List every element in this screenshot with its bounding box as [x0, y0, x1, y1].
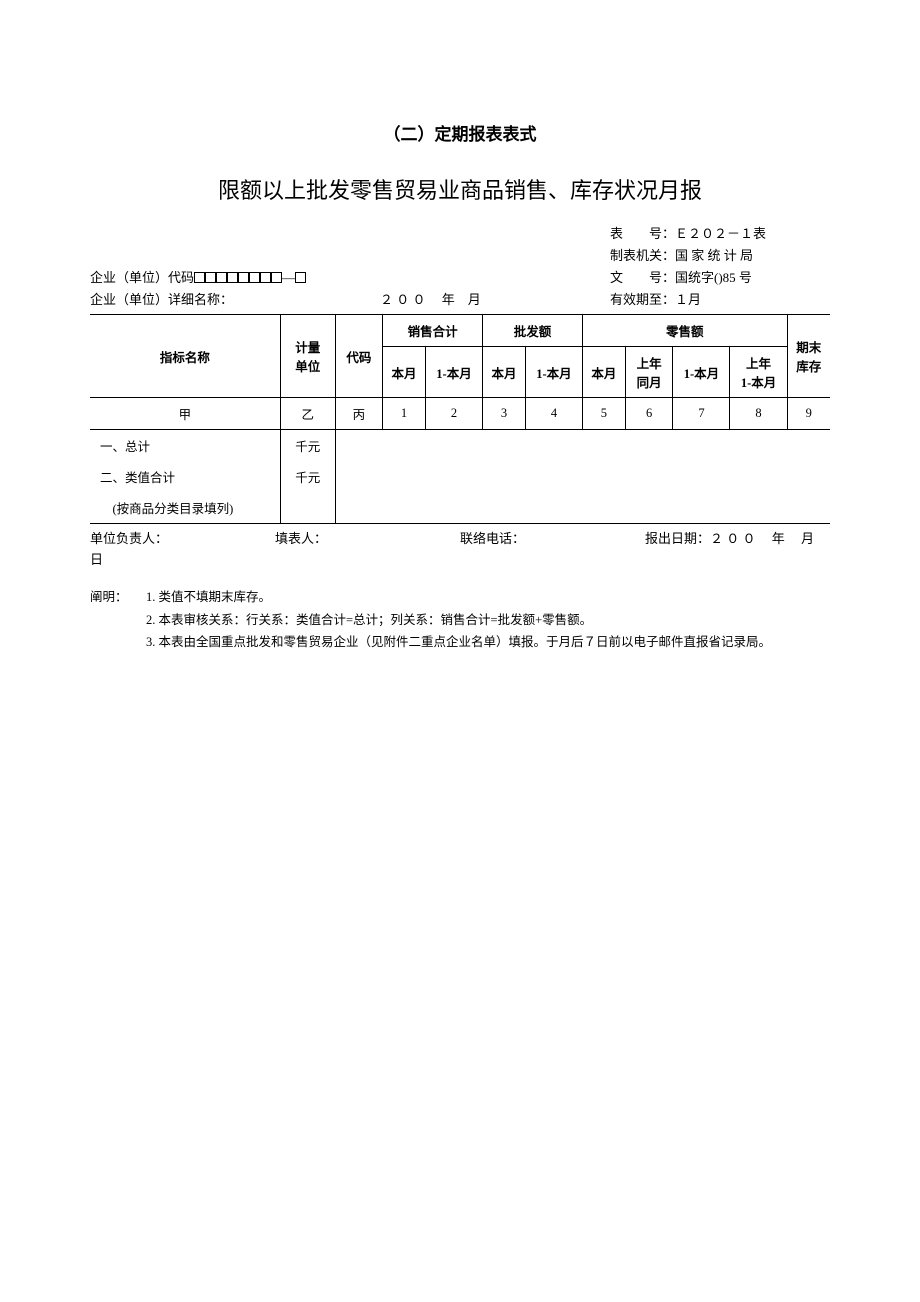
col-unit: 计量 单位 — [280, 315, 335, 398]
col-num: 1 — [383, 398, 426, 430]
subcol-jan-to-month: 1-本月 — [525, 347, 582, 398]
code-box — [295, 272, 306, 283]
row-name: (按商品分类目录填列) — [90, 492, 280, 524]
code-box — [194, 272, 205, 283]
subcol-this-month: 本月 — [483, 347, 526, 398]
table-no: Ｅ２０２－１表 — [675, 226, 766, 241]
label-bing: 丙 — [335, 398, 383, 430]
footer-phone: 联络电话： — [460, 528, 645, 547]
subcol-jan-to-month: 1-本月 — [673, 347, 730, 398]
col-wholesale: 批发额 — [483, 315, 583, 347]
main-title: 限额以上批发零售贸易业商品销售、库存状况月报 — [90, 173, 830, 205]
col-end-stock: 期末 库存 — [787, 315, 830, 398]
col-sales-total: 销售合计 — [383, 315, 483, 347]
subcol-ly-jan-to-month: 上年 1-本月 — [730, 347, 787, 398]
valid-label: 有效期至： — [610, 292, 675, 307]
enterprise-code-line: 企业（单位）代码 — — [90, 267, 610, 289]
agency: 国 家 统 计 局 — [675, 248, 753, 263]
row-unit: 千元 — [280, 461, 335, 492]
code-box — [249, 272, 260, 283]
col-num: 4 — [525, 398, 582, 430]
footer-filler: 填表人： — [275, 528, 460, 547]
col-code: 代码 — [335, 315, 383, 398]
code-dash: — — [282, 270, 295, 285]
notes-label: 阐明： — [90, 586, 146, 609]
row-name: 一、总计 — [90, 430, 280, 462]
note-item: 2. 本表审核关系：行关系：类值合计=总计；列关系：销售合计=批发额+零售额。 — [146, 609, 830, 632]
col-num: 5 — [582, 398, 625, 430]
meta-block: 表 号：Ｅ２０２－１表 制表机关：国 家 统 计 局 企业（单位）代码 — 文 号… — [90, 223, 830, 315]
notes-block: 阐明： 1. 类值不填期末库存。 2. 本表审核关系：行关系：类值合计=总计；列… — [90, 586, 830, 654]
code-box — [271, 272, 282, 283]
note-item: 1. 类值不填期末库存。 — [146, 586, 830, 609]
report-table: 指标名称 计量 单位 代码 销售合计 批发额 零售额 期末 库存 本月 1-本月… — [90, 315, 830, 524]
row-unit: 千元 — [280, 430, 335, 462]
footer-leader: 单位负责人： — [90, 528, 275, 547]
subcol-this-month: 本月 — [383, 347, 426, 398]
row-empty — [335, 492, 830, 524]
enterprise-name-label: 企业（单位）详细名称： — [90, 289, 380, 311]
row-name: 二、类值合计 — [90, 461, 280, 492]
footer-report-date: 报出日期：２ ０ ０ 年 月 — [645, 528, 830, 547]
code-box — [205, 272, 216, 283]
col-num: 9 — [787, 398, 830, 430]
code-box — [227, 272, 238, 283]
col-retail: 零售额 — [582, 315, 787, 347]
valid: １月 — [675, 292, 701, 307]
table-no-label: 表 号： — [610, 226, 675, 241]
col-num: 6 — [625, 398, 673, 430]
col-num: 3 — [483, 398, 526, 430]
subcol-jan-to-month: 1-本月 — [425, 347, 482, 398]
code-box — [260, 272, 271, 283]
note-item: 3. 本表由全国重点批发和零售贸易企业（见附件二重点企业名单）填报。于月后７日前… — [146, 631, 830, 654]
footer-day: 日 — [90, 549, 830, 568]
row-unit — [280, 492, 335, 524]
footer-line: 单位负责人： 填表人： 联络电话： 报出日期：２ ０ ０ 年 月 — [90, 524, 830, 547]
agency-label: 制表机关： — [610, 248, 675, 263]
label-yi: 乙 — [280, 398, 335, 430]
code-box — [238, 272, 249, 283]
col-num: 2 — [425, 398, 482, 430]
subcol-this-month: 本月 — [582, 347, 625, 398]
doc-no: 国统字()85 号 — [675, 270, 752, 285]
code-box — [216, 272, 227, 283]
section-title: （二）定期报表表式 — [90, 120, 830, 145]
subcol-same-month-ly: 上年 同月 — [625, 347, 673, 398]
row-empty — [335, 430, 830, 462]
row-empty — [335, 461, 830, 492]
doc-no-label: 文 号： — [610, 270, 675, 285]
col-num: 7 — [673, 398, 730, 430]
enterprise-code-label: 企业（单位）代码 — [90, 270, 194, 285]
label-jia: 甲 — [90, 398, 280, 430]
col-num: 8 — [730, 398, 787, 430]
period: ２ ０ ０ 年 月 — [380, 289, 481, 311]
col-indicator: 指标名称 — [90, 315, 280, 398]
